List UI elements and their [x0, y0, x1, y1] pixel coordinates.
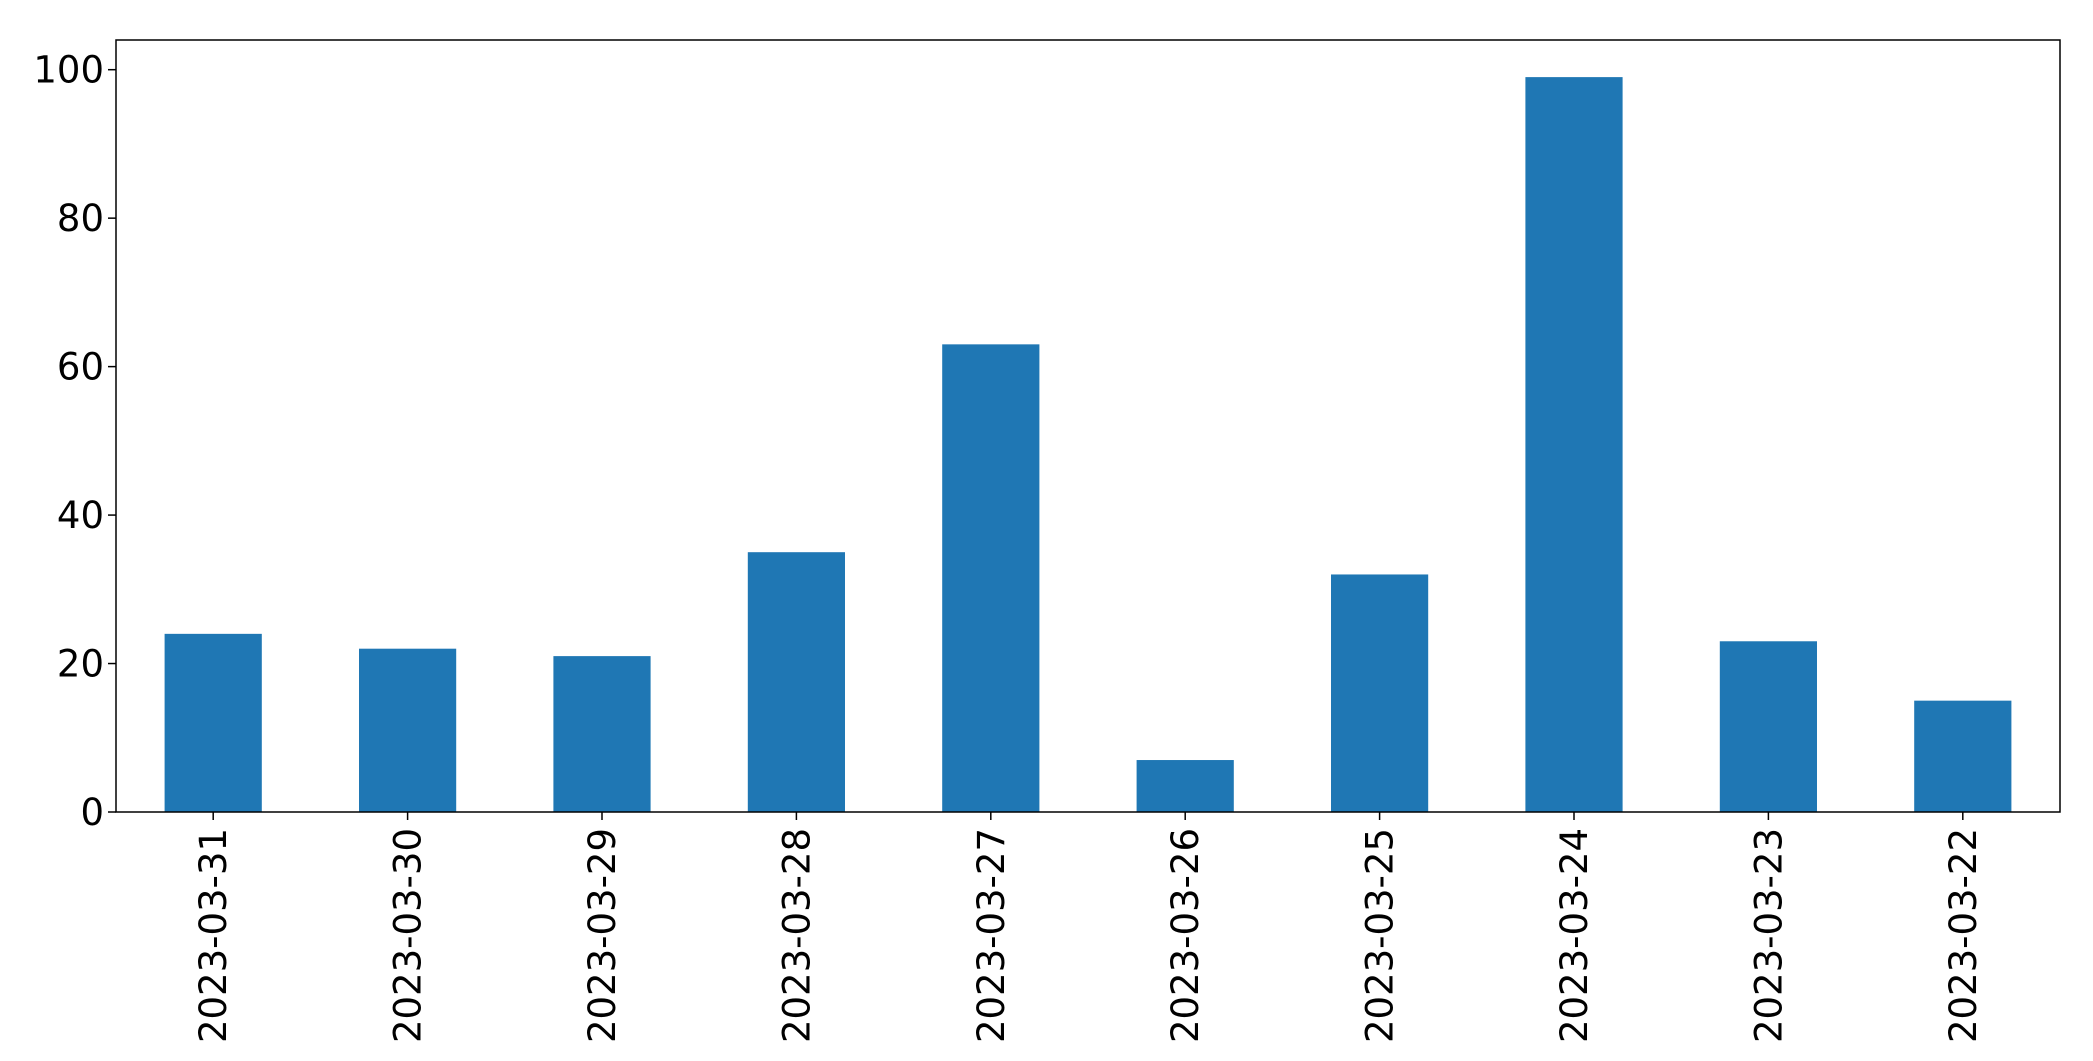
x-tick-label: 2023-03-24: [1553, 828, 1596, 1043]
bars-layer: [164, 77, 2012, 813]
bar-2023-03-31: [164, 633, 262, 812]
bar-2023-03-29: [553, 656, 651, 812]
bar-2023-03-26: [1136, 760, 1234, 812]
bar-2023-03-30: [359, 648, 457, 812]
x-tick-label: 2023-03-27: [970, 828, 1013, 1043]
x-tick-label: 2023-03-25: [1359, 828, 1402, 1043]
bar-2023-03-27: [942, 344, 1040, 812]
x-tick-label: 2023-03-30: [387, 828, 430, 1043]
x-tick-label: 2023-03-26: [1164, 828, 1207, 1043]
x-tick-label: 2023-03-28: [775, 828, 818, 1043]
bar-2023-03-28: [747, 552, 845, 812]
y-tick-label: 100: [33, 49, 104, 92]
y-tick-label: 40: [57, 494, 104, 537]
x-tick-label: 2023-03-22: [1942, 828, 1985, 1043]
plot-frame: [115, 39, 2061, 813]
bar-2023-03-22: [1914, 700, 2012, 812]
y-tick-label: 0: [80, 791, 104, 834]
y-tick-label: 80: [57, 197, 104, 240]
x-tick-label: 2023-03-29: [581, 828, 624, 1043]
x-axis: 2023-03-31 2023-03-30 2023-03-29 2023-03-28…: [192, 812, 1985, 1043]
bar-2023-03-24: [1525, 77, 1623, 813]
bar-2023-03-25: [1331, 574, 1429, 812]
y-tick-label: 60: [57, 346, 104, 389]
y-tick-label: 20: [57, 643, 104, 686]
bar-2023-03-23: [1719, 641, 1817, 812]
y-axis: 0 20 40 60 80 100: [33, 49, 116, 834]
x-tick-label: 2023-03-23: [1747, 828, 1790, 1043]
x-tick-label: 2023-03-31: [192, 828, 235, 1043]
